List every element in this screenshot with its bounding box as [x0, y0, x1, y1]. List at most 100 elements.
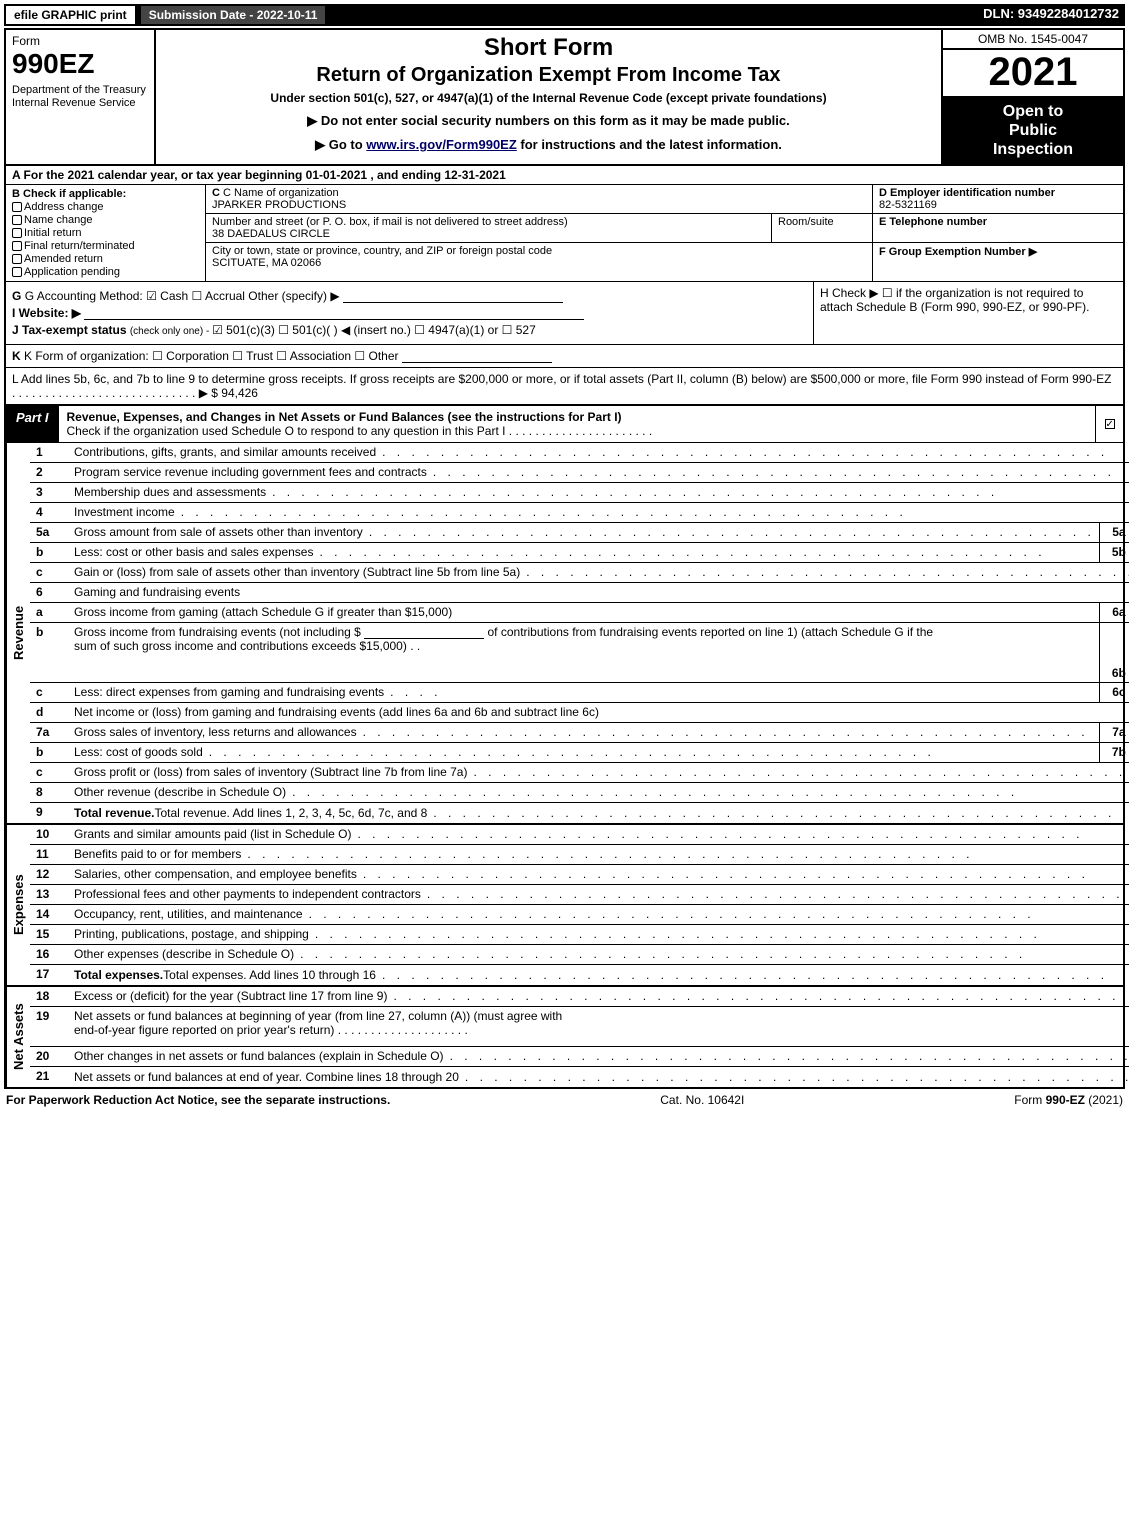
header-left: Form 990EZ Department of the Treasury In… [6, 30, 156, 164]
efile-topbar: efile GRAPHIC print Submission Date - 20… [4, 4, 1125, 26]
line-7c: c Gross profit or (loss) from sales of i… [30, 763, 1129, 783]
line-6: 6 Gaming and fundraising events [30, 583, 1129, 603]
room-label: Room/suite [778, 216, 834, 228]
city-label: City or town, state or province, country… [212, 245, 552, 257]
paperwork-notice: For Paperwork Reduction Act Notice, see … [6, 1093, 390, 1107]
line-18: 18 Excess or (deficit) for the year (Sub… [30, 987, 1129, 1007]
open-line-3: Inspection [947, 140, 1119, 159]
net-assets-lines: 18 Excess or (deficit) for the year (Sub… [30, 987, 1129, 1087]
dln-label: DLN: 93492284012732 [977, 4, 1125, 26]
part-i-title: Revenue, Expenses, and Changes in Net As… [59, 406, 1095, 442]
section-k: K K Form of organization: ☐ Corporation … [6, 345, 1123, 368]
check-amended-return[interactable]: Amended return [12, 253, 199, 265]
line-4: 4 Investment income. . . . . . . . . . .… [30, 503, 1129, 523]
section-a: A For the 2021 calendar year, or tax yea… [6, 166, 1123, 185]
line-6c: c Less: direct expenses from gaming and … [30, 683, 1129, 703]
check-initial-return[interactable]: Initial return [12, 227, 199, 239]
line-5b: b Less: cost or other basis and sales ex… [30, 543, 1129, 563]
ein-label: D Employer identification number [879, 187, 1055, 199]
department-label: Department of the Treasury Internal Reve… [12, 84, 148, 110]
section-ghij: G G Accounting Method: ☑ Cash ☐ Accrual … [6, 282, 1123, 345]
form-header: Form 990EZ Department of the Treasury In… [6, 30, 1123, 166]
form-ref: Form 990-EZ (2021) [1014, 1093, 1123, 1107]
form-number: 990EZ [12, 50, 148, 78]
line-17: 17 Total expenses. Total expenses. Add l… [30, 965, 1129, 985]
form-990ez: Form 990EZ Department of the Treasury In… [4, 28, 1125, 1089]
net-assets-label: Net Assets [6, 987, 30, 1087]
page-footer: For Paperwork Reduction Act Notice, see … [4, 1089, 1125, 1107]
group-exemption-block: F Group Exemption Number ▶ [873, 243, 1123, 272]
line-13: 13 Professional fees and other payments … [30, 885, 1129, 905]
expenses-section: Expenses 10 Grants and similar amounts p… [6, 825, 1123, 987]
irs-link[interactable]: www.irs.gov/Form990EZ [366, 137, 517, 152]
header-center: Short Form Return of Organization Exempt… [156, 30, 943, 164]
city-value: SCITUATE, MA 02066 [212, 257, 321, 269]
section-c: C C Name of organization JPARKER PRODUCT… [206, 185, 873, 281]
org-name-label: C C Name of organization [212, 187, 339, 199]
line-16: 16 Other expenses (describe in Schedule … [30, 945, 1129, 965]
org-name-value: JPARKER PRODUCTIONS [212, 199, 346, 211]
tax-year: 2021 [943, 50, 1123, 98]
tel-label: E Telephone number [879, 216, 987, 228]
return-title: Return of Organization Exempt From Incom… [164, 64, 933, 87]
open-line-1: Open to [947, 102, 1119, 121]
section-l: L Add lines 5b, 6c, and 7b to line 9 to … [6, 368, 1123, 406]
open-line-2: Public [947, 121, 1119, 140]
part-i-header: Part I Revenue, Expenses, and Changes in… [6, 406, 1123, 443]
org-address-row: Number and street (or P. O. box, if mail… [206, 214, 872, 243]
org-name-block: C C Name of organization JPARKER PRODUCT… [206, 185, 872, 214]
check-final-return[interactable]: Final return/terminated [12, 240, 199, 252]
open-public-badge: Open to Public Inspection [943, 98, 1123, 164]
line-9: 9 Total revenue. Total revenue. Add line… [30, 803, 1129, 823]
mid-left: G G Accounting Method: ☑ Cash ☐ Accrual … [6, 282, 813, 344]
expenses-lines: 10 Grants and similar amounts paid (list… [30, 825, 1129, 985]
tax-exempt-status: J Tax-exempt status (check only one) - ☑… [12, 323, 807, 337]
expenses-label: Expenses [6, 825, 30, 985]
line-6a: a Gross income from gaming (attach Sched… [30, 603, 1129, 623]
line-11: 11 Benefits paid to or for members. . . … [30, 845, 1129, 865]
org-address-block: Number and street (or P. O. box, if mail… [206, 214, 772, 242]
header-subline-3: ▶ Go to www.irs.gov/Form990EZ for instru… [164, 137, 933, 153]
omb-number: OMB No. 1545-0047 [943, 30, 1123, 50]
line-20: 20 Other changes in net assets or fund b… [30, 1047, 1129, 1067]
ein-block: D Employer identification number 82-5321… [873, 185, 1123, 214]
line-1: 1 Contributions, gifts, grants, and simi… [30, 443, 1129, 463]
section-h: H Check ▶ ☐ if the organization is not r… [813, 282, 1123, 344]
line-21: 21 Net assets or fund balances at end of… [30, 1067, 1129, 1087]
line-7b: b Less: cost of goods sold. . . . . . . … [30, 743, 1129, 763]
accounting-method: G G Accounting Method: ☑ Cash ☐ Accrual … [12, 289, 807, 303]
part-i-sub: Check if the organization used Schedule … [67, 424, 506, 438]
line-7a: 7a Gross sales of inventory, less return… [30, 723, 1129, 743]
short-form-title: Short Form [164, 34, 933, 62]
revenue-lines: 1 Contributions, gifts, grants, and simi… [30, 443, 1129, 823]
check-address-change[interactable]: Address change [12, 201, 199, 213]
website-row: I Website: ▶ [12, 306, 807, 320]
efile-print-button[interactable]: efile GRAPHIC print [4, 4, 137, 26]
line-10: 10 Grants and similar amounts paid (list… [30, 825, 1129, 845]
header-subline-2: ▶ Do not enter social security numbers o… [164, 113, 933, 129]
revenue-section: Revenue 1 Contributions, gifts, grants, … [6, 443, 1123, 825]
section-def: D Employer identification number 82-5321… [873, 185, 1123, 281]
revenue-label: Revenue [6, 443, 30, 823]
catalog-number: Cat. No. 10642I [660, 1093, 744, 1107]
header-subline-1: Under section 501(c), 527, or 4947(a)(1)… [164, 91, 933, 105]
line-8: 8 Other revenue (describe in Schedule O)… [30, 783, 1129, 803]
check-application-pending[interactable]: Application pending [12, 266, 199, 278]
header-right: OMB No. 1545-0047 2021 Open to Public In… [943, 30, 1123, 164]
line-3: 3 Membership dues and assessments. . . .… [30, 483, 1129, 503]
org-city-block: City or town, state or province, country… [206, 243, 872, 271]
org-addr-label: Number and street (or P. O. box, if mail… [212, 216, 568, 228]
part-i-checkbox[interactable] [1095, 406, 1123, 442]
part-i-dots: . . . . . . . . . . . . . . . . . . . . … [509, 424, 652, 438]
check-name-change[interactable]: Name change [12, 214, 199, 226]
b-check-label: B Check if applicable: [12, 188, 199, 200]
submission-date-button[interactable]: Submission Date - 2022-10-11 [139, 4, 328, 26]
line-5c: c Gain or (loss) from sale of assets oth… [30, 563, 1129, 583]
section-b: B Check if applicable: Address change Na… [6, 185, 206, 281]
net-assets-section: Net Assets 18 Excess or (deficit) for th… [6, 987, 1123, 1087]
section-bcd: B Check if applicable: Address change Na… [6, 185, 1123, 282]
org-addr-value: 38 DAEDALUS CIRCLE [212, 228, 330, 240]
ein-value: 82-5321169 [879, 199, 937, 211]
room-suite-block: Room/suite [772, 214, 872, 242]
group-label: F Group Exemption Number ▶ [879, 246, 1037, 258]
